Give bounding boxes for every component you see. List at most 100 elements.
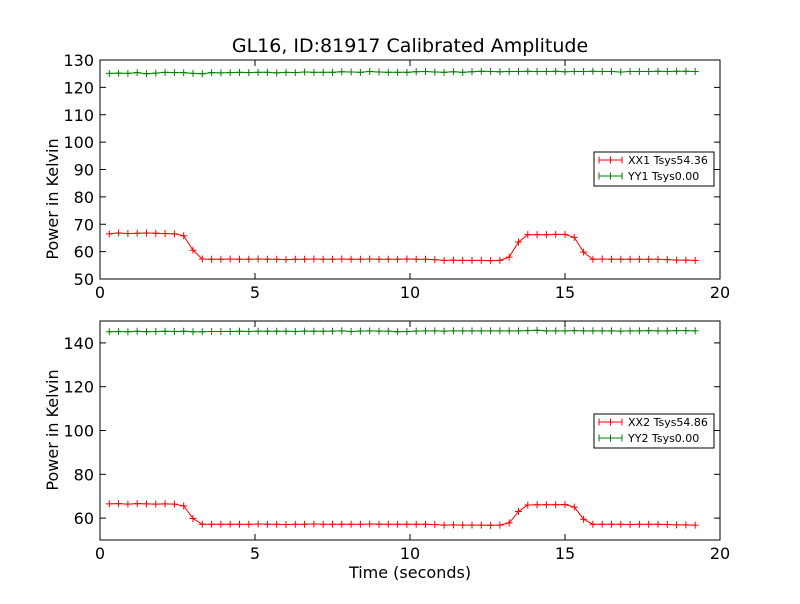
top-series-2-point [273,69,281,77]
bottom-x-tick-label: 5 [250,544,260,563]
bottom-series-2-point [691,327,699,335]
bottom-series-1-point [329,520,336,528]
top-series-2-point [198,70,206,78]
top-y-tick-label: 90 [74,161,94,180]
top-series-2-point [217,69,225,77]
bottom-series-2-point [673,327,681,335]
top-series-2-point [449,68,457,76]
bottom-series-1-point [301,520,309,528]
top-series-2-point [608,67,615,75]
bottom-series-2-point [301,327,309,335]
top-series-2-point [208,69,216,77]
bottom-series-2-point [198,328,206,336]
top-x-tick-label: 20 [710,283,730,302]
top-series-1-point [598,255,606,263]
top-series-2-point [645,67,653,75]
bottom-series-2-point [375,327,383,335]
bottom-series-1-point [533,501,541,509]
top-series-1-point [626,255,634,263]
bottom-series-2-point [654,327,662,335]
top-series-2-point [422,67,429,75]
bottom-series-2-point [170,328,178,336]
bottom-series-2-point [124,328,132,336]
bottom-series-2-point [487,327,495,335]
bottom-series-2 [105,326,699,336]
bottom-y-tick-label: 80 [74,465,94,484]
top-series-1-point [422,255,429,263]
bottom-series-2-point [449,327,457,335]
top-series-1-point [561,230,569,238]
top-series-2-point [580,67,588,75]
bottom-series-1-line [109,503,696,526]
top-series-2-point [291,69,299,77]
top-series-2-point [263,68,271,76]
top-series-1-point [310,255,318,263]
top-y-tick-label: 120 [63,78,94,97]
top-series-2-point [477,67,485,75]
bottom-series-2-point [254,327,262,335]
bottom-series-2-point [468,327,476,335]
top-series-1-point [143,229,150,237]
bottom-plot: 0 5 10 15 20 60 80 100 120 140 XX2 Tsys54.86 YY2 Ts… [63,320,730,563]
top-y-tick-label: 110 [63,106,94,125]
top-series-1-point [468,256,476,264]
bottom-legend: XX2 Tsys54.86 YY2 Tsys0.00 [593,413,715,449]
bottom-series-1-point [635,520,643,528]
bottom-series-1-point [208,520,216,528]
top-series-1-point [682,256,690,264]
bottom-series-2-point [347,328,355,336]
top-series-1-point [180,232,188,240]
top-series-2-point [245,69,253,77]
bottom-series-2-point [133,327,141,335]
top-series-2-point [301,68,309,76]
top-series-1-point [403,255,411,263]
top-y-tick-label: 50 [74,270,94,289]
bottom-series-1-point [422,520,429,528]
bottom-series-2-point [319,327,327,335]
bottom-series-2-point [226,328,234,336]
top-series-2-point [412,68,420,76]
top-series-1-point [105,230,113,238]
top-series-1-point [580,248,588,256]
top-series-2 [105,67,699,78]
bottom-series-1-point [152,500,160,508]
top-series-1-point [589,255,597,263]
bottom-series-1-point [496,521,504,529]
top-series-1-point [291,255,299,263]
bottom-series-1-point [105,500,113,508]
bottom-series-2-point [533,326,541,334]
bottom-series-1-point [338,520,346,528]
top-series-1-point [245,255,253,263]
bottom-series-1-point [524,501,532,509]
bottom-y-tick-label: 120 [63,378,94,397]
top-y-tick-label: 130 [63,51,94,70]
top-plot: 0 5 10 15 20 50 60 70 80 90 100 110 120 130 XX1 Tsys54… [63,51,730,302]
top-series-1-point [347,255,355,263]
bottom-series-2-point [115,328,123,336]
top-series-1-point [282,256,290,264]
top-series-2-point [654,67,662,75]
bottom-series-2-point [403,328,411,336]
bottom-series-1-point [412,520,420,528]
top-series-1-point [431,256,439,264]
bottom-series-2-point [105,328,113,336]
top-legend: XX1 Tsys54.36 YY1 Tsys0.00 [593,151,715,187]
top-series-2-point [496,68,504,76]
top-series-2-point [626,67,634,75]
top-series-2-point [505,67,513,75]
top-series-2-point [617,68,625,76]
chart-title: GL16, ID:81917 Calibrated Amplitude [232,35,588,57]
bottom-x-tick-label: 10 [400,544,420,563]
top-series-1-point [645,255,653,263]
top-series-1-point [542,231,550,239]
top-series-1-point [394,255,402,263]
bottom-series-1-point [459,521,467,529]
bottom-series-1-point [468,521,476,529]
top-series-2-point [189,69,197,77]
top-series-2-point [533,67,541,75]
top-y-axis-label: Power in Kelvin [43,138,62,259]
bottom-y-tick-label: 100 [63,422,94,441]
